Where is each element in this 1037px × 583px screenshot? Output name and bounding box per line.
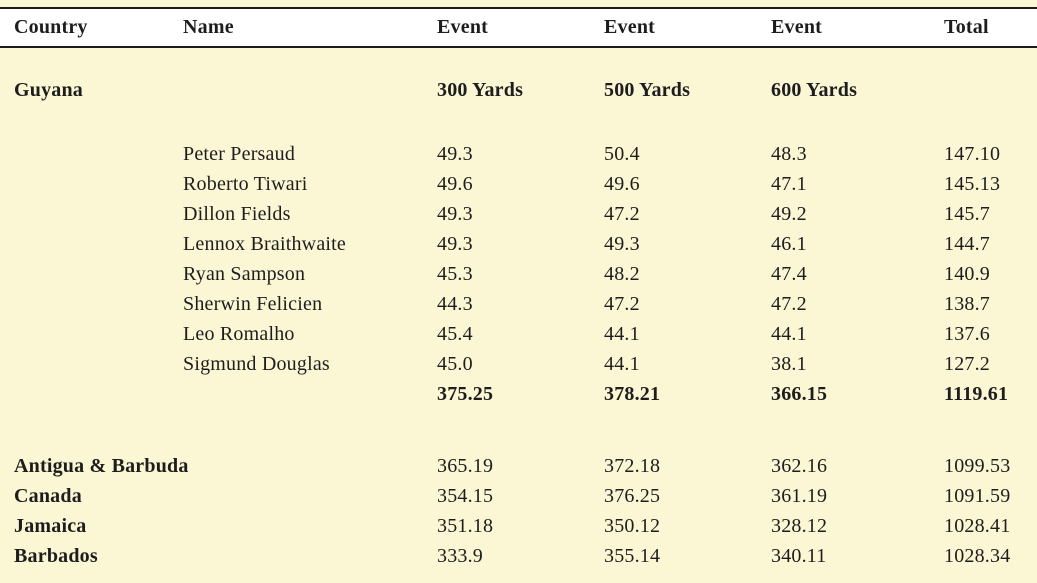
athlete-name: Ryan Sampson <box>183 262 306 285</box>
subtotal-300: 375.25 <box>437 382 494 405</box>
country-name: Barbados <box>14 544 98 567</box>
score-600: 340.11 <box>771 544 827 567</box>
country-total-row: Antigua & Barbuda 365.19 372.18 362.16 1… <box>0 451 1037 481</box>
athlete-row: Roberto Tiwari 49.6 49.6 47.1 145.13 <box>0 169 1037 199</box>
score-600: 47.4 <box>771 262 807 285</box>
score-total: 145.7 <box>944 202 990 225</box>
score-500: 48.2 <box>604 262 640 285</box>
score-600: 361.19 <box>771 484 828 507</box>
athlete-name: Dillon Fields <box>183 202 291 225</box>
athlete-row: Sigmund Douglas 45.0 44.1 38.1 127.2 <box>0 349 1037 379</box>
country-name: Antigua & Barbuda <box>14 454 189 477</box>
score-600: 47.2 <box>771 292 807 315</box>
country-name: Canada <box>14 484 82 507</box>
score-total: 145.13 <box>944 172 1001 195</box>
score-600: 48.3 <box>771 142 807 165</box>
score-total: 140.9 <box>944 262 990 285</box>
score-300: 354.15 <box>437 484 494 507</box>
athlete-row: Peter Persaud 49.3 50.4 48.3 147.10 <box>0 139 1037 169</box>
athlete-name: Peter Persaud <box>183 142 296 165</box>
header-bottom-rule <box>0 46 1037 48</box>
score-300: 49.3 <box>437 202 473 225</box>
subtotal-total: 1119.61 <box>944 382 1009 405</box>
header-name: Name <box>183 16 234 38</box>
guyana-subtotal-row: 375.25 378.21 366.15 1119.61 <box>0 379 1037 409</box>
score-600: 47.1 <box>771 172 807 195</box>
score-300: 365.19 <box>437 454 494 477</box>
top-rule <box>0 7 1037 9</box>
score-600: 362.16 <box>771 454 828 477</box>
athlete-name: Roberto Tiwari <box>183 172 308 195</box>
athlete-row: Lennox Braithwaite 49.3 49.3 46.1 144.7 <box>0 229 1037 259</box>
athlete-row: Dillon Fields 49.3 47.2 49.2 145.7 <box>0 199 1037 229</box>
score-300: 45.0 <box>437 352 473 375</box>
score-total: 1099.53 <box>944 454 1011 477</box>
score-300: 45.3 <box>437 262 473 285</box>
score-total: 1028.41 <box>944 514 1011 537</box>
score-500: 49.6 <box>604 172 640 195</box>
score-total: 1091.59 <box>944 484 1011 507</box>
country-total-row: Jamaica 351.18 350.12 328.12 1028.41 <box>0 511 1037 541</box>
score-total: 147.10 <box>944 142 1001 165</box>
country-name: Guyana <box>14 78 84 101</box>
score-500: 49.3 <box>604 232 640 255</box>
score-300: 45.4 <box>437 322 473 345</box>
table-header-row: Country Name Event Event Event Total <box>0 9 1037 46</box>
header-total: Total <box>944 16 989 38</box>
event-label-500-yards: 500 Yards <box>604 78 691 101</box>
score-total: 138.7 <box>944 292 990 315</box>
header-country: Country <box>14 16 88 38</box>
athlete-row: Sherwin Felicien 44.3 47.2 47.2 138.7 <box>0 289 1037 319</box>
athlete-row: Ryan Sampson 45.3 48.2 47.4 140.9 <box>0 259 1037 289</box>
spacer <box>0 409 1037 451</box>
score-300: 49.3 <box>437 142 473 165</box>
score-600: 44.1 <box>771 322 807 345</box>
subtotal-500: 378.21 <box>604 382 661 405</box>
score-600: 328.12 <box>771 514 828 537</box>
country-total-row: Canada 354.15 376.25 361.19 1091.59 <box>0 481 1037 511</box>
athlete-name: Sigmund Douglas <box>183 352 330 375</box>
score-300: 49.3 <box>437 232 473 255</box>
score-500: 355.14 <box>604 544 661 567</box>
score-500: 50.4 <box>604 142 640 165</box>
athlete-row: Leo Romalho 45.4 44.1 44.1 137.6 <box>0 319 1037 349</box>
guyana-section-row: Guyana 300 Yards 500 Yards 600 Yards <box>0 75 1037 105</box>
score-500: 372.18 <box>604 454 661 477</box>
score-600: 38.1 <box>771 352 807 375</box>
score-500: 47.2 <box>604 292 640 315</box>
athlete-name: Sherwin Felicien <box>183 292 323 315</box>
header-event-2: Event <box>604 16 655 38</box>
athlete-name: Leo Romalho <box>183 322 295 345</box>
score-300: 351.18 <box>437 514 494 537</box>
score-300: 49.6 <box>437 172 473 195</box>
score-300: 333.9 <box>437 544 483 567</box>
score-500: 350.12 <box>604 514 661 537</box>
country-total-row: Barbados 333.9 355.14 340.11 1028.34 <box>0 541 1037 571</box>
spacer <box>0 105 1037 139</box>
header-event-3: Event <box>771 16 822 38</box>
spacer <box>0 48 1037 75</box>
event-label-300-yards: 300 Yards <box>437 78 524 101</box>
score-600: 49.2 <box>771 202 807 225</box>
score-500: 44.1 <box>604 322 640 345</box>
athlete-name: Lennox Braithwaite <box>183 232 346 255</box>
score-500: 47.2 <box>604 202 640 225</box>
country-name: Jamaica <box>14 514 87 537</box>
header-event-1: Event <box>437 16 488 38</box>
score-500: 376.25 <box>604 484 661 507</box>
score-total: 127.2 <box>944 352 990 375</box>
top-margin-strip <box>0 0 1037 7</box>
score-total: 1028.34 <box>944 544 1011 567</box>
score-300: 44.3 <box>437 292 473 315</box>
score-total: 144.7 <box>944 232 990 255</box>
subtotal-600: 366.15 <box>771 382 828 405</box>
score-600: 46.1 <box>771 232 807 255</box>
score-total: 137.6 <box>944 322 990 345</box>
score-500: 44.1 <box>604 352 640 375</box>
event-label-600-yards: 600 Yards <box>771 78 858 101</box>
